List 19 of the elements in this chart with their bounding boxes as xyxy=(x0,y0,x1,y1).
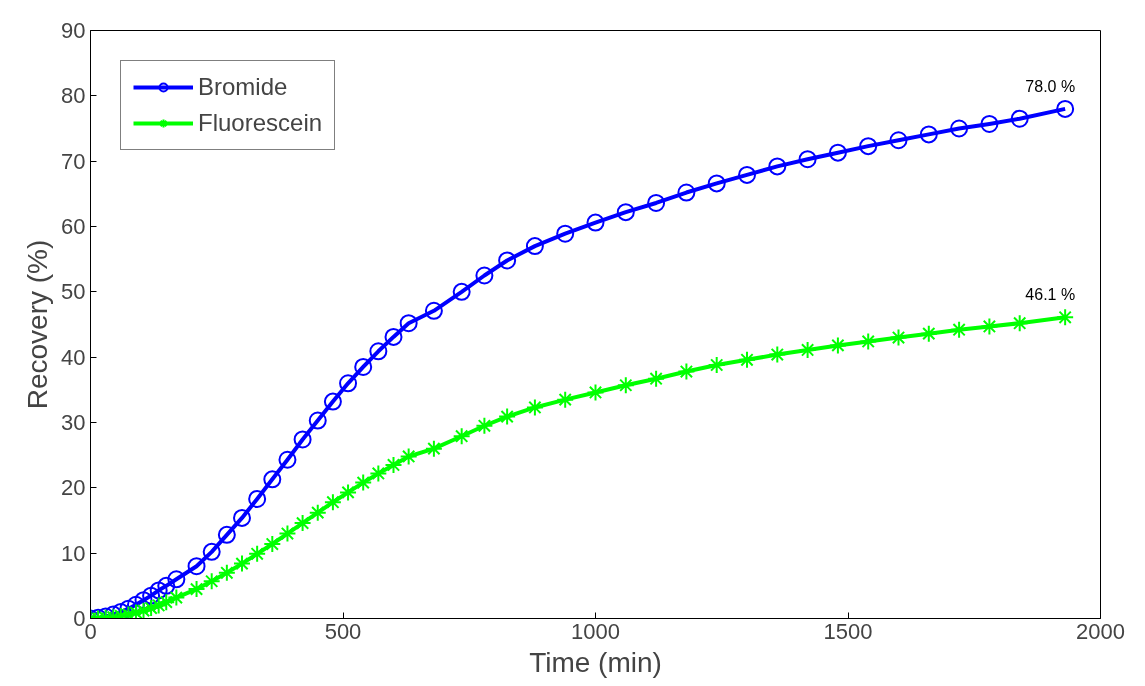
y-tick-label: 90 xyxy=(61,18,86,43)
y-tick-label: 30 xyxy=(61,410,86,435)
y-tick-label: 10 xyxy=(61,540,86,566)
y-tick-label: 70 xyxy=(61,148,86,174)
x-axis-title: Time (min) xyxy=(529,646,662,678)
y-tick-label: 60 xyxy=(61,214,86,239)
y-tick-label: 20 xyxy=(61,475,86,501)
x-tick-label: 500 xyxy=(324,618,362,644)
legend-label: Fluorescein xyxy=(198,109,323,137)
x-tick-label: 2000 xyxy=(1076,618,1125,644)
annotation: 78.0 % xyxy=(1025,77,1076,95)
annotation: 46.1 % xyxy=(1025,286,1076,304)
x-tick-label: 1000 xyxy=(571,618,620,644)
y-tick-label: 40 xyxy=(61,344,86,370)
y-axis-title: Recovery (%) xyxy=(22,239,54,410)
y-tick-label: 50 xyxy=(61,279,86,305)
y-tick-label: 80 xyxy=(61,83,86,109)
x-tick-label: 1500 xyxy=(823,618,873,644)
legend-label: Bromide xyxy=(198,73,288,101)
